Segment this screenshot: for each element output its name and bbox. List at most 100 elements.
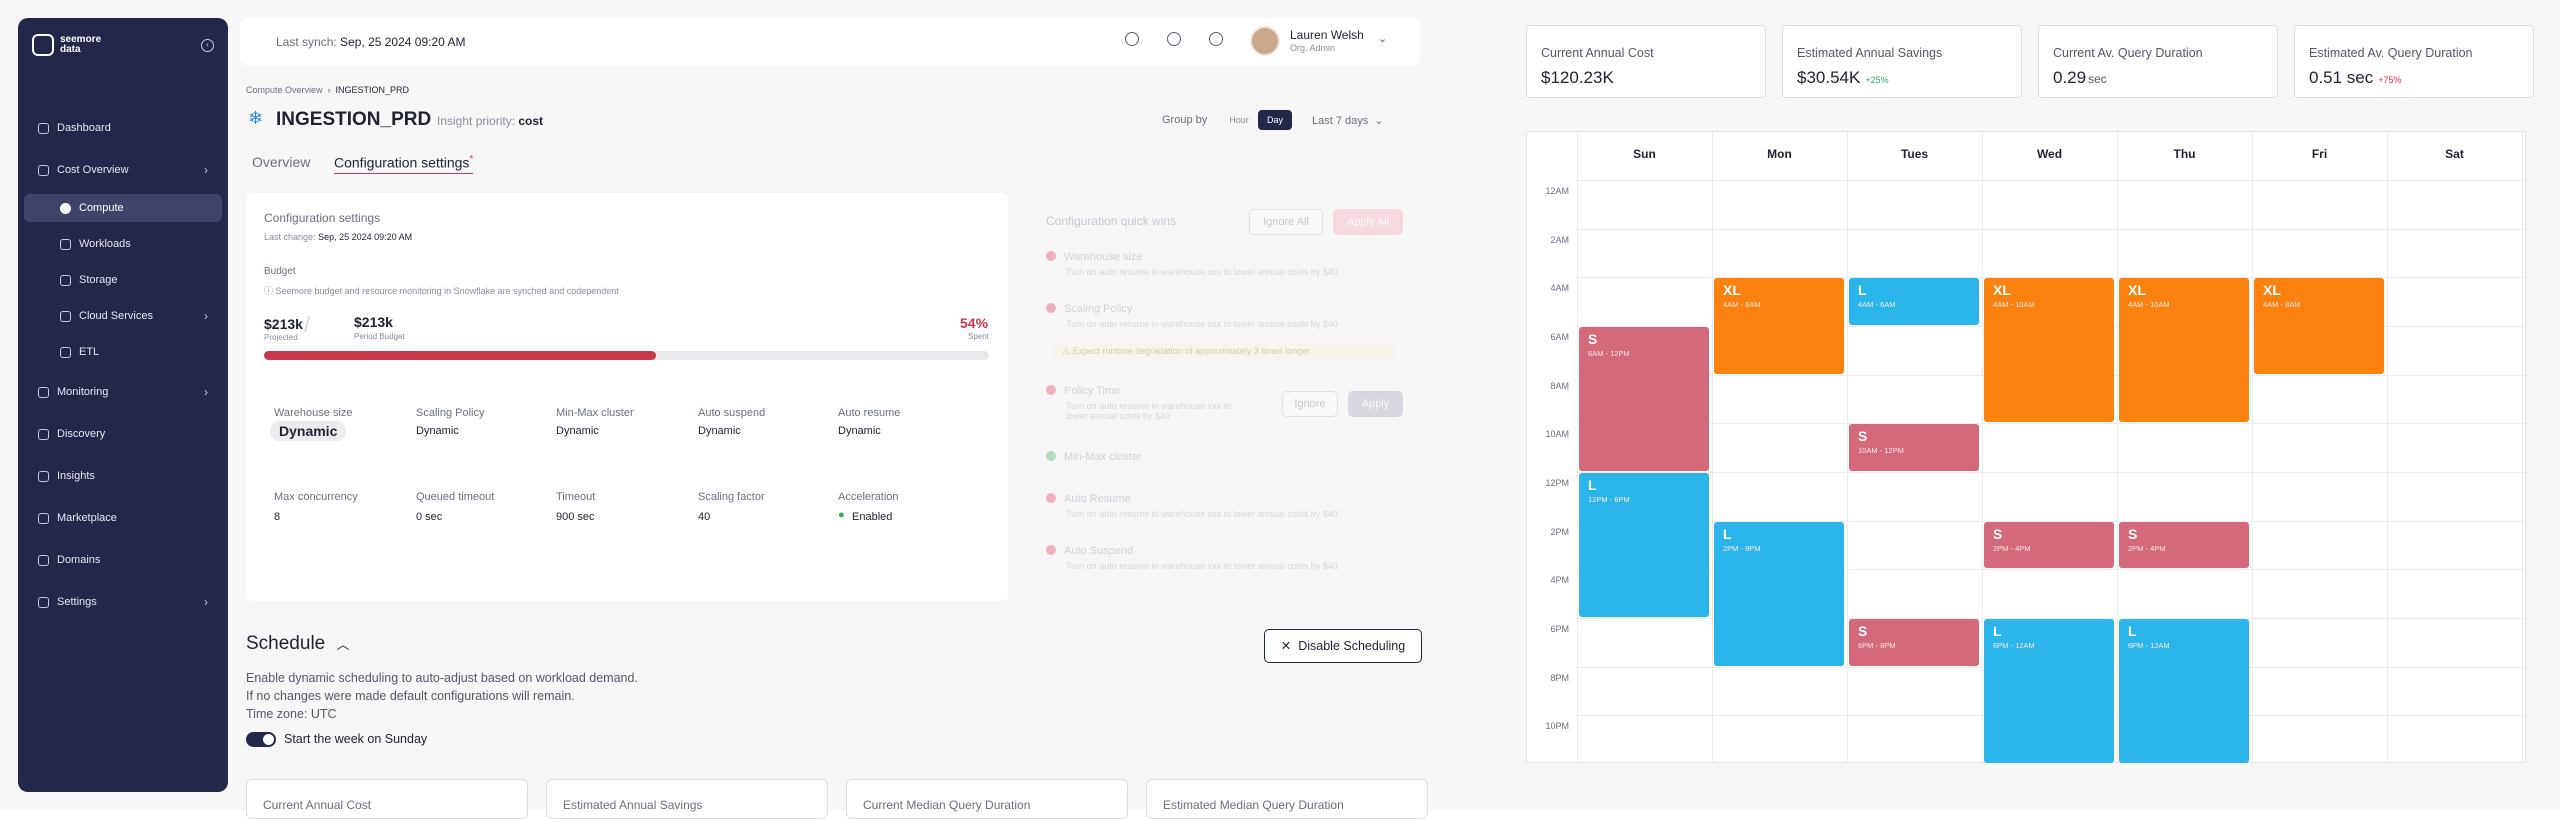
config-field-value[interactable]: 40: [698, 511, 711, 523]
config-field-value[interactable]: Enabled: [852, 511, 893, 523]
ignore-button[interactable]: Ignore: [1282, 391, 1338, 417]
tab-overview[interactable]: Overview: [252, 154, 311, 170]
sidebar-item-insights[interactable]: Insights: [24, 462, 222, 490]
schedule-event[interactable]: L 12PM - 6PM: [1579, 472, 1709, 617]
chevron-right-icon[interactable]: ›: [204, 595, 208, 609]
quick-win-item[interactable]: Scaling Policy: [1046, 303, 1132, 315]
apply-button[interactable]: Apply: [1348, 391, 1403, 417]
config-field-value[interactable]: Dynamic: [698, 425, 741, 437]
priority-label: Insight priority:: [437, 114, 516, 128]
kpi-value: 0.51 sec +75%: [2309, 68, 2402, 88]
sidebar-item-compute[interactable]: Compute: [24, 194, 222, 222]
schedule-event[interactable]: L 6PM - 12AM: [1984, 618, 2114, 763]
configuration-card: Configuration settings Last change: Sep,…: [246, 193, 1008, 601]
runtime-warning: ⚠ Expect runtime degradation of approxim…: [1054, 343, 1394, 359]
sidebar-item-storage[interactable]: Storage: [24, 266, 222, 294]
chevron-right-icon[interactable]: ›: [204, 385, 208, 399]
calendar-hour-line: [1577, 569, 2525, 571]
sidebar-item-domains[interactable]: Domains: [24, 546, 222, 574]
chevron-right-icon[interactable]: ›: [204, 163, 208, 177]
quick-win-item[interactable]: Min-Max cluster: [1046, 451, 1142, 463]
schedule-event[interactable]: XL 4AM - 10AM: [2119, 278, 2249, 423]
bell-icon[interactable]: [1209, 32, 1223, 46]
bottom-metric-label: Current Median Query Duration: [863, 798, 1031, 812]
breadcrumb-current: INGESTION_PRD: [335, 85, 410, 95]
config-field-value[interactable]: 900 sec: [556, 511, 595, 523]
quick-win-title: Policy Time: [1064, 385, 1121, 397]
schedule-event[interactable]: S 2PM - 4PM: [2119, 521, 2249, 569]
sidebar-item-etl[interactable]: ETL: [24, 338, 222, 366]
event-size-label: S: [1858, 428, 1868, 445]
calendar-day-header: Tues: [1900, 147, 1929, 161]
date-range-select[interactable]: Last 7 days ⌄: [1312, 115, 1384, 127]
ignore-all-button[interactable]: Ignore All: [1249, 209, 1323, 235]
event-time-label: 4AM - 10AM: [2128, 300, 2170, 310]
schedule-event[interactable]: XL 4AM - 10AM: [1984, 278, 2114, 423]
schedule-event[interactable]: L 6PM - 12AM: [2119, 618, 2249, 763]
quick-win-item[interactable]: Policy Time: [1046, 385, 1120, 397]
apply-all-button[interactable]: Apply All: [1333, 209, 1403, 235]
schedule-title[interactable]: Schedule ︿: [246, 633, 350, 655]
lightning-icon[interactable]: [1125, 32, 1139, 46]
budget-note-text: Seemore budget and resource monitoring i…: [275, 286, 619, 296]
event-time-label: 4AM - 10AM: [1993, 300, 2035, 310]
calendar-day-header: Sun: [1633, 147, 1656, 161]
sidebar-item-discovery[interactable]: Discovery: [24, 420, 222, 448]
bottom-metric-label: Estimated Annual Savings: [563, 798, 703, 812]
chevron-down-icon[interactable]: ⌄: [1378, 33, 1388, 45]
schedule-event[interactable]: XL 4AM - 8AM: [2254, 278, 2384, 374]
disable-scheduling-button[interactable]: ✕ Disable Scheduling: [1264, 629, 1422, 663]
sidebar-item-monitoring[interactable]: Monitoring ›: [24, 378, 222, 406]
group-by-hour-button[interactable]: Hour: [1229, 115, 1249, 125]
config-field-value[interactable]: Dynamic: [416, 425, 459, 437]
config-field-value[interactable]: Dynamic: [270, 421, 347, 441]
config-field-value[interactable]: 0 sec: [416, 511, 443, 523]
bottom-metric-card: Current Annual Cost: [246, 779, 528, 819]
calendar-time-label: 2PM: [1550, 526, 1569, 537]
group-by-day-button[interactable]: Day: [1258, 110, 1292, 130]
sidebar-item-workloads[interactable]: Workloads: [24, 230, 222, 258]
config-field-value[interactable]: Dynamic: [556, 425, 599, 437]
collapse-sidebar-icon[interactable]: ‹: [201, 39, 214, 52]
user-name[interactable]: Lauren Welsh: [1290, 28, 1364, 42]
sidebar-item-settings[interactable]: Settings ›: [24, 588, 222, 616]
priority-value: cost: [518, 114, 544, 128]
close-icon: ✕: [1280, 639, 1292, 653]
sidebar-item-cloud-services[interactable]: Cloud Services ›: [24, 302, 222, 330]
alert-icon: [1046, 493, 1056, 503]
event-time-label: 6PM - 12AM: [1993, 640, 2035, 650]
avatar[interactable]: [1250, 26, 1280, 56]
users-icon[interactable]: [1167, 32, 1181, 46]
event-size-label: S: [1993, 525, 2003, 542]
tab-configuration-settings[interactable]: Configuration settings*: [334, 154, 474, 174]
schedule-event[interactable]: S 2PM - 4PM: [1984, 521, 2114, 569]
budget-progress-bar: [264, 351, 989, 360]
config-field-value[interactable]: Dynamic: [838, 425, 881, 437]
calendar-column-line: [2117, 132, 2118, 762]
schedule-event[interactable]: S 10AM - 12PM: [1849, 424, 1979, 471]
week-start-toggle[interactable]: [246, 732, 276, 747]
quick-win-item[interactable]: Auto Resume: [1046, 493, 1131, 505]
projected-value: $213k: [264, 316, 303, 332]
quick-win-description: Turn on auto resume in warehouse xxx to …: [1066, 267, 1338, 277]
quick-win-item[interactable]: Warehouse size: [1046, 251, 1142, 263]
brand-logo[interactable]: seemore data: [32, 34, 101, 56]
schedule-event[interactable]: L 2PM - 8PM: [1714, 521, 1844, 666]
chevron-up-icon[interactable]: ︿: [336, 637, 350, 652]
kpi-delta: +75%: [2378, 75, 2402, 85]
quick-win-item[interactable]: Auto Suspend: [1046, 545, 1133, 557]
period-budget-value: $213k: [354, 314, 393, 330]
calendar-hour-line: [1577, 471, 2525, 473]
schedule-timezone: Time zone: UTC: [246, 707, 337, 721]
schedule-event[interactable]: S 6AM - 12PM: [1579, 326, 1709, 471]
schedule-event[interactable]: XL 4AM - 8AM: [1714, 278, 1844, 374]
sidebar-item-dashboard[interactable]: Dashboard: [24, 114, 222, 142]
discovery-icon: [38, 428, 49, 440]
config-field-value[interactable]: 8: [274, 511, 281, 523]
schedule-event[interactable]: L 4AM - 6AM: [1849, 278, 1979, 325]
sidebar-item-cost-overview[interactable]: Cost Overview ›: [24, 156, 222, 184]
sidebar-item-marketplace[interactable]: Marketplace: [24, 504, 222, 532]
breadcrumb-parent[interactable]: Compute Overview: [246, 85, 323, 95]
chevron-right-icon[interactable]: ›: [204, 309, 208, 323]
schedule-event[interactable]: S 6PM - 8PM: [1849, 618, 1979, 666]
